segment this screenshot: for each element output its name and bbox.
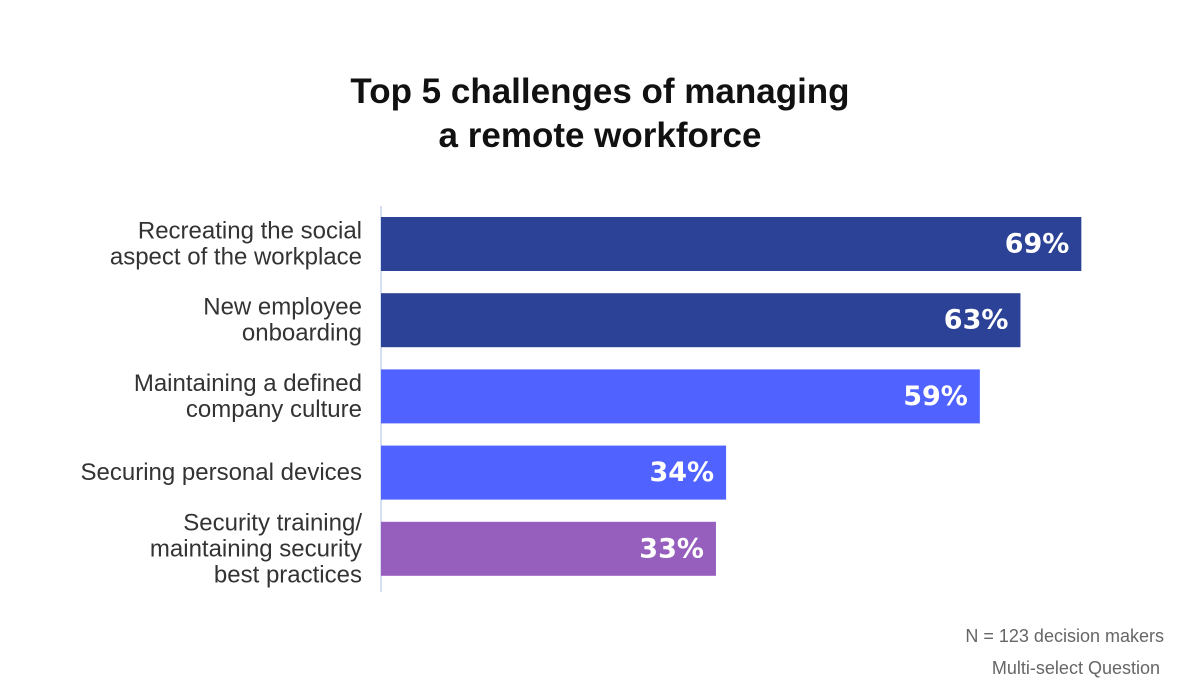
bar-3 <box>381 445 727 500</box>
category-label-2: Maintaining a defined company culture <box>134 370 362 423</box>
bar-0 <box>381 217 1082 271</box>
category-label-line: Recreating the social <box>138 218 362 245</box>
bar-value-label-3: 34% <box>649 457 714 488</box>
bar-1 <box>381 293 1021 348</box>
bar-value-label-2: 59% <box>903 381 968 412</box>
bar-value-label-0: 69% <box>1005 229 1070 260</box>
sample-size-note: N = 123 decision makers <box>965 626 1164 646</box>
bar-value-label-1: 63% <box>944 305 1009 336</box>
category-label-line: onboarding <box>242 320 362 347</box>
bars-group: 69% Recreating the social aspect of the wo… <box>81 217 1082 588</box>
question-type-note: Multi-select Question <box>991 658 1160 678</box>
footnotes: N = 123 decision makers Multi-select Que… <box>965 620 1164 684</box>
chart-title: Top 5 challenges of managing a remote wo… <box>0 70 1200 158</box>
chart-title-line-2: a remote workforce <box>438 116 762 155</box>
category-label-line: maintaining security <box>150 535 362 562</box>
category-label-line: Maintaining a defined <box>134 370 362 397</box>
category-label-line: company culture <box>186 396 362 423</box>
category-label-line: aspect of the workplace <box>110 244 362 271</box>
bar-value-label-4: 33% <box>639 533 704 564</box>
category-label-3: Securing personal devices <box>81 459 363 486</box>
category-label-line: best practices <box>214 561 362 588</box>
category-label-line: New employee <box>203 294 362 321</box>
bar-2 <box>381 369 980 424</box>
bar-4 <box>381 521 716 576</box>
category-label-line: Securing personal devices <box>81 459 363 486</box>
category-label-1: New employee onboarding <box>203 294 362 347</box>
category-label-0: Recreating the social aspect of the workp… <box>110 218 362 271</box>
chart-title-line-1: Top 5 challenges of managing <box>350 72 850 111</box>
category-label-4: Security training/maintaining security be… <box>150 509 362 588</box>
category-label-line: Security training/ <box>183 509 362 536</box>
